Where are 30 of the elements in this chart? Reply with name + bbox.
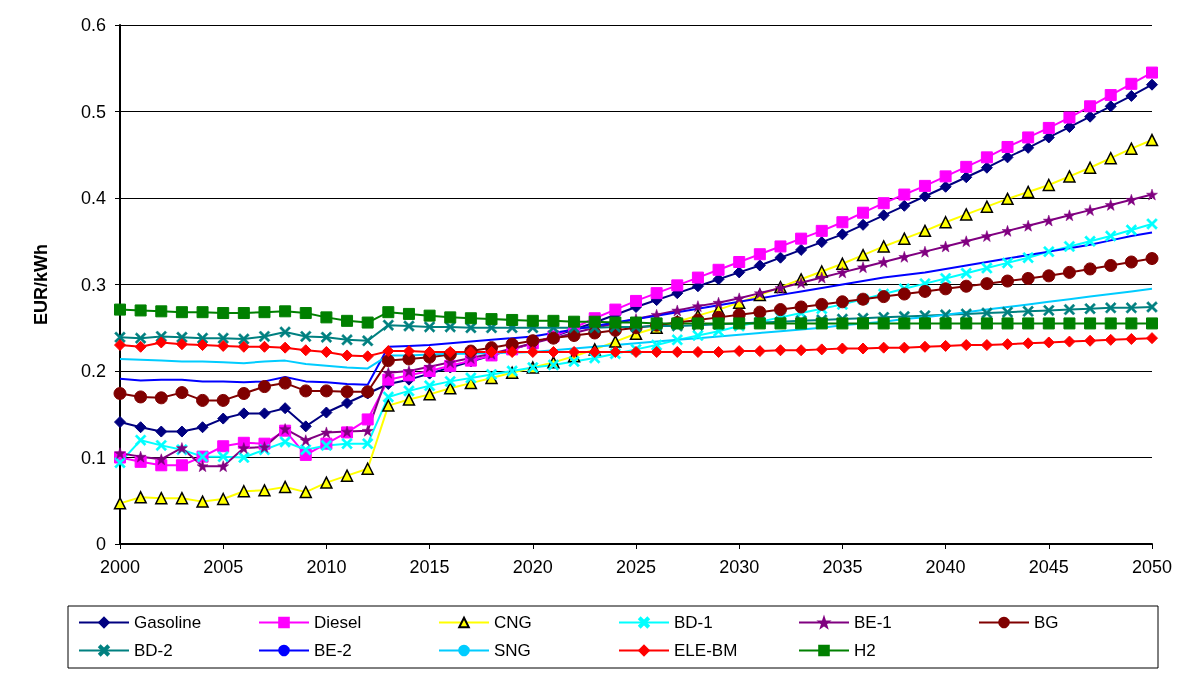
legend-label: H2 — [854, 641, 876, 660]
y-tick-label: 0.4 — [80, 188, 106, 208]
x-tick-label: 2040 — [925, 557, 966, 577]
y-tick-label: 0.6 — [80, 15, 106, 35]
x-tick-label: 2020 — [512, 557, 553, 577]
y-tick-label: 0 — [95, 534, 106, 554]
y-tick-label: 0.5 — [80, 101, 106, 122]
legend-label: CNG — [494, 613, 532, 632]
x-tick-label: 2000 — [99, 557, 141, 577]
legend-label: SNG — [494, 641, 531, 660]
legend-label: BD-2 — [134, 641, 173, 660]
y-tick-label: 0.3 — [80, 274, 106, 295]
x-tick-label: 2015 — [409, 557, 450, 577]
legend-label: Gasoline — [134, 613, 202, 632]
y-tick-label: 0.2 — [80, 361, 106, 381]
x-tick-label: 2050 — [1131, 557, 1173, 577]
x-tick-label: 2030 — [719, 557, 760, 577]
x-tick-label: 2035 — [822, 557, 863, 577]
legend-label: BD-1 — [674, 613, 713, 632]
y-tick-label: 0.1 — [80, 447, 106, 468]
x-tick-label: 2025 — [615, 557, 657, 577]
legend-label: BE-2 — [314, 641, 352, 660]
legend-label: ELE-BM — [674, 641, 738, 660]
legend-label: Diesel — [314, 613, 362, 632]
y-axis-title: EUR/kWh — [31, 244, 51, 325]
x-tick-label: 2005 — [203, 557, 244, 577]
x-tick-label: 2010 — [306, 557, 347, 577]
x-tick-label: 2045 — [1028, 557, 1069, 577]
legend-label: BG — [1034, 613, 1059, 632]
legend-label: BE-1 — [854, 613, 892, 632]
